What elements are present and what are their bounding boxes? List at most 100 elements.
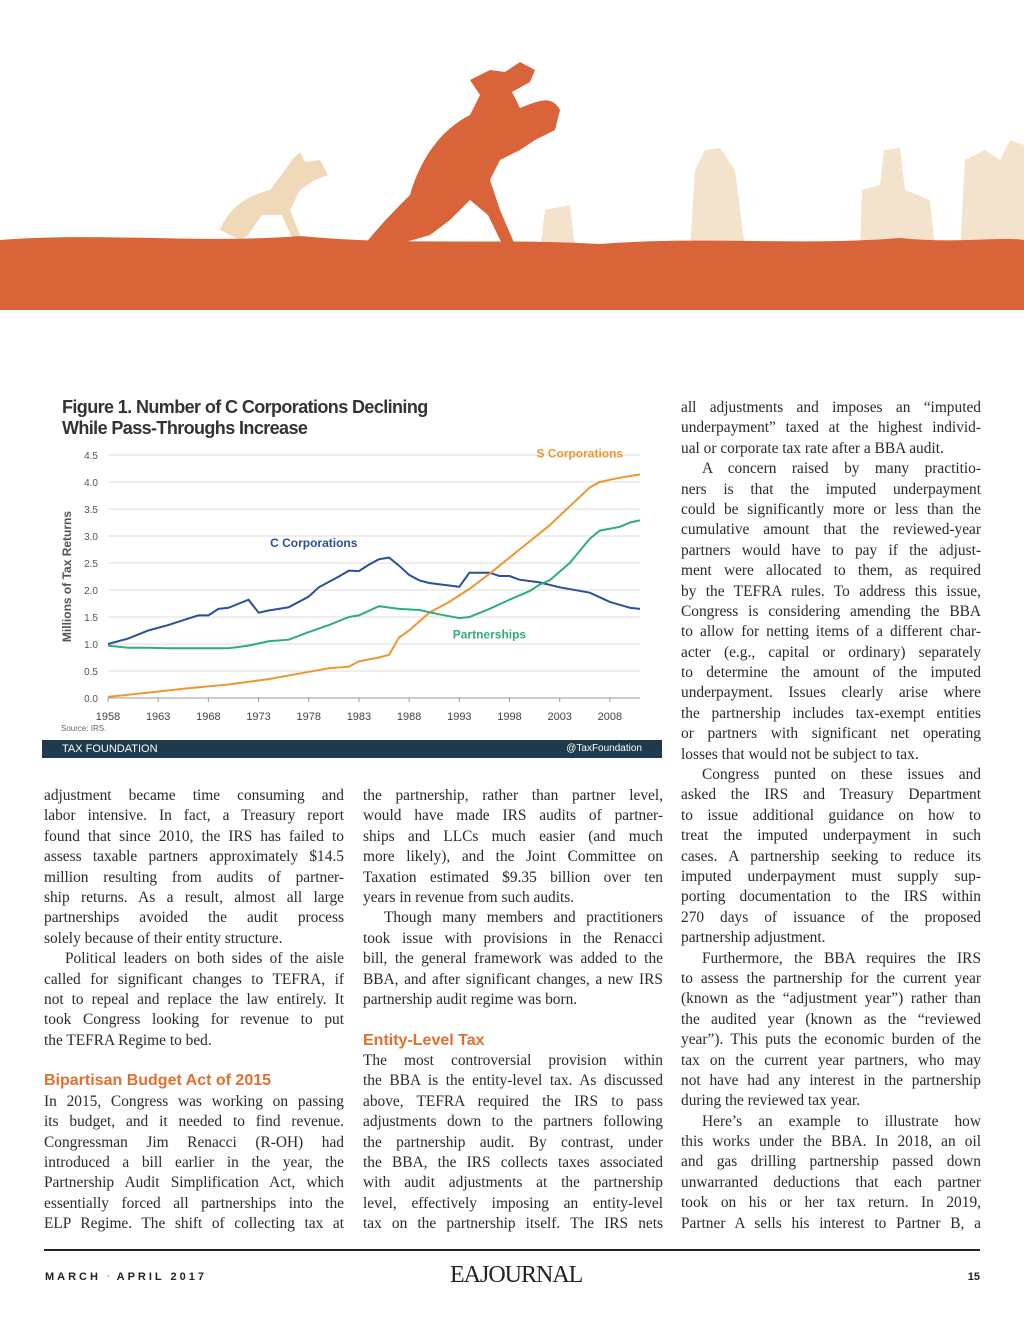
text-line: essentially forced all partnerships into… — [44, 1194, 344, 1212]
text-line: partnership audit regime was born. — [363, 990, 578, 1008]
text-line: acter (e.g., capital or ordinary) separa… — [681, 643, 981, 661]
text-line: ners is that the imputed underpayment — [681, 480, 981, 498]
text-line: took issue with provisions in the Renacc… — [363, 929, 663, 947]
background-rock-formations — [540, 140, 1024, 250]
paragraph-spacer — [44, 1051, 344, 1071]
text-column-1: adjustment became time consuming and labo… — [44, 786, 344, 1235]
text-line: year”). This puts the economic burden of… — [681, 1031, 981, 1049]
text-line: took on his or her tax return. In 2019, — [681, 1194, 981, 1212]
text-line: level, effectively imposing an entity-le… — [363, 1194, 663, 1212]
distant-rider-silhouette — [220, 152, 328, 240]
x-tick-label: 1968 — [196, 711, 220, 723]
text-line: Congressman Jim Renacci (R-OH) had — [44, 1133, 344, 1151]
text-line: to assess the partnership for the curren… — [681, 969, 981, 987]
text-line: to determine the amount of the imputed — [681, 664, 981, 682]
text-line: more likely), and the Joint Committee on — [363, 848, 663, 866]
figure-title-line-2: While Pass-Throughs Increase — [62, 418, 308, 438]
text-line: could be significantly more or less than… — [681, 500, 981, 518]
y-tick-label: 3.5 — [84, 505, 98, 516]
horse-rider-silhouette — [360, 62, 560, 250]
y-tick-label: 1.0 — [84, 640, 98, 651]
text-line: ELP Regime. The shift of collecting tax … — [44, 1215, 344, 1233]
x-tick-label: 1958 — [96, 711, 120, 723]
text-line: ual or corporate tax rate after a BBA au… — [681, 439, 944, 457]
text-line: with audit adjustments at the partnershi… — [363, 1174, 663, 1192]
series-label: C Corporations — [270, 536, 358, 550]
figure-1: Figure 1. Number of C Corporations Decli… — [40, 395, 662, 760]
text-line: underpayment” taxed at the highest indiv… — [681, 419, 981, 437]
text-line: A concern raised by many practitio- — [702, 460, 981, 478]
x-tick-label: 1988 — [397, 711, 421, 723]
y-tick-label: 0.0 — [84, 694, 98, 705]
text-line: The most controversial provision within — [363, 1052, 663, 1070]
text-line: took Congress looking for revenue to put — [44, 1011, 344, 1029]
text-line: million resulting from audits of partner… — [44, 868, 344, 886]
series-label: Partnerships — [453, 628, 527, 642]
text-line: all adjustments and imposes an “imputed — [681, 399, 981, 416]
text-line: adjustment became time consuming and — [44, 787, 344, 804]
text-line: to issue additional guidance on how to — [681, 806, 981, 824]
y-tick-label: 3.0 — [84, 532, 98, 543]
text-line: (known as the “adjustment year”) rather … — [681, 990, 981, 1008]
text-line: tax on the partnership itself. The IRS n… — [363, 1215, 663, 1233]
paragraph-spacer — [363, 1010, 663, 1030]
text-column-2: the partnership, rather than partner lev… — [363, 786, 663, 1235]
text-line: this works under the BBA. In 2018, an oi… — [681, 1133, 981, 1151]
x-tick-label: 2008 — [598, 711, 622, 723]
text-column-3: all adjustments and imposes an “imputed u… — [681, 398, 981, 1234]
issue-month-end: April 2017 — [116, 1271, 207, 1283]
text-line: or partners with significant net operati… — [681, 725, 981, 743]
text-line: the TEFRA Regime to bed. — [44, 1031, 212, 1049]
text-line: ships and LLCs much easier (and much — [363, 827, 663, 845]
text-line: Congress punted on these issues and — [702, 766, 981, 784]
series-line-c-corporations — [107, 556, 641, 645]
footer-rule — [44, 1249, 980, 1251]
text-line: partnership adjustment. — [681, 929, 826, 947]
y-axis-label: Millions of Tax Returns — [60, 511, 74, 642]
text-line: by the TEFRA rules. To address this issu… — [681, 582, 981, 600]
text-line: the partnership audit. By contrast, unde… — [363, 1133, 663, 1151]
y-tick-label: 4.5 — [84, 451, 98, 462]
ground — [0, 236, 1024, 310]
x-tick-label: 2003 — [547, 711, 571, 723]
series-label: S Corporations — [536, 447, 623, 461]
text-line: underpayment. Issues clearly arise where — [681, 684, 981, 702]
text-line: cases. A partnership seeking to reduce i… — [681, 847, 981, 865]
text-line: during the reviewed tax year. — [681, 1092, 861, 1110]
text-line: adjustments down to the partners followi… — [363, 1113, 663, 1131]
figure-title-line-1: Figure 1. Number of C Corporations Decli… — [62, 397, 428, 417]
hero-illustration — [0, 62, 1024, 310]
text-line: tax on the current year partners, who ma… — [681, 1051, 981, 1069]
text-line: ment were allocated to them, as required — [681, 562, 981, 580]
figure-brand-bar: TAX FOUNDATION @TaxFoundation — [42, 740, 662, 758]
text-line: 270 days of issuance of the proposed — [681, 908, 981, 926]
y-tick-label: 4.0 — [84, 478, 98, 489]
text-line: years in revenue from such audits. — [363, 888, 575, 906]
text-line: the BBA, the IRS collects taxes associat… — [363, 1154, 663, 1172]
text-line: ship returns. As a result, almost all la… — [44, 888, 344, 906]
text-line: Furthermore, the BBA requires the IRS — [702, 949, 981, 967]
text-line: Though many members and practitioners — [384, 909, 663, 927]
text-line: partnerships avoided the audit process — [44, 909, 344, 927]
series-line-s-corporations — [107, 473, 641, 698]
text-line: introduced a bill earlier in the year, t… — [44, 1154, 344, 1172]
text-line: Partnership Audit Simplification Act, wh… — [44, 1174, 344, 1192]
text-line: not have had any interest in the partner… — [681, 1071, 981, 1089]
y-tick-label: 0.5 — [84, 667, 98, 678]
line-chart: 0.0 0.5 1.0 1.5 2.0 2.5 3.0 3.5 4.0 4.5 1958 1963 19… — [60, 447, 641, 723]
x-tick-label: 1993 — [447, 711, 471, 723]
text-line: found that since 2010, the IRS has faile… — [44, 827, 344, 845]
text-line: labor intensive. In fact, a Treasury rep… — [44, 807, 344, 825]
ea-journal-logo: EAJOURNAL — [450, 1262, 583, 1288]
x-tick-label: 1978 — [297, 711, 321, 723]
text-line: would have made IRS audits of partner- — [363, 807, 663, 825]
issue-date: March · April 2017 — [45, 1271, 207, 1283]
text-line: Taxation estimated $9.35 billion over te… — [363, 868, 663, 886]
text-line: treat the imputed underpayment in such — [681, 827, 981, 845]
text-line: Here’s an example to illustrate how — [702, 1112, 981, 1130]
text-line: the partnership includes tax-exempt enti… — [681, 704, 981, 722]
text-line: its budget, and it needed to find revenu… — [44, 1113, 344, 1131]
section-heading: Entity-Level Tax — [363, 1031, 485, 1049]
x-tick-label: 1963 — [146, 711, 170, 723]
section-heading: Bipartisan Budget Act of 2015 — [44, 1072, 272, 1090]
